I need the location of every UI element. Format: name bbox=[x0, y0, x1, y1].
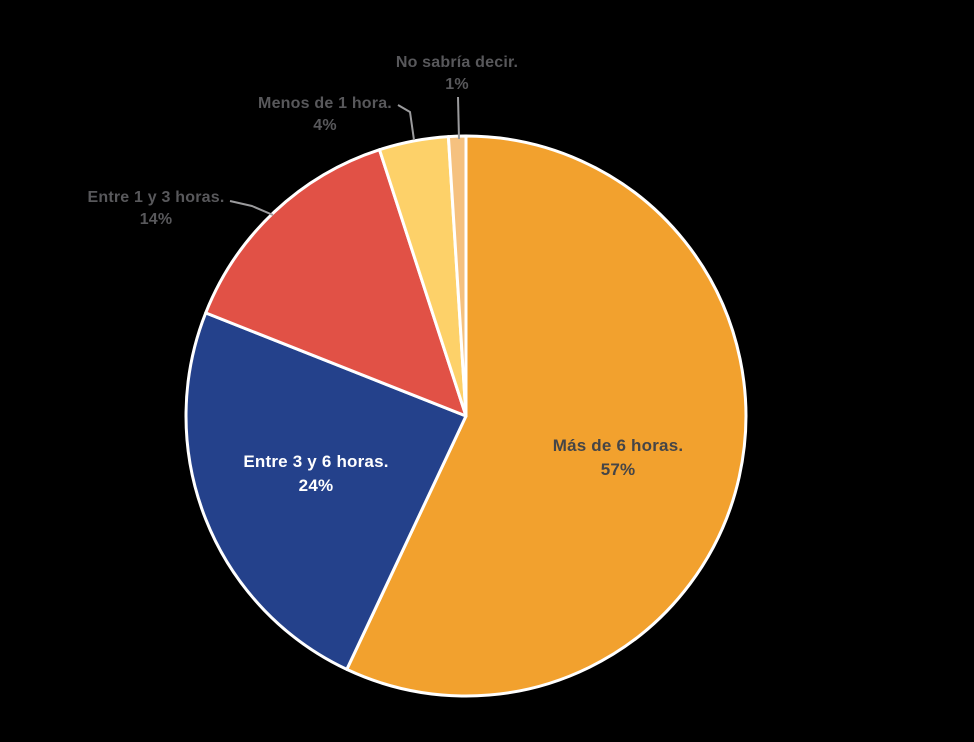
leader-line-no-sabria-decir bbox=[457, 96, 460, 140]
pie-slice-1 bbox=[184, 311, 468, 671]
leader-line-entre-1-y-3-horas bbox=[229, 200, 274, 216]
pie-slices bbox=[184, 134, 748, 698]
pie-slice-4 bbox=[446, 134, 468, 418]
leader-line-menos-de-1-hora bbox=[397, 104, 415, 141]
leader-lines bbox=[229, 96, 460, 216]
pie-slice-0 bbox=[345, 134, 748, 698]
